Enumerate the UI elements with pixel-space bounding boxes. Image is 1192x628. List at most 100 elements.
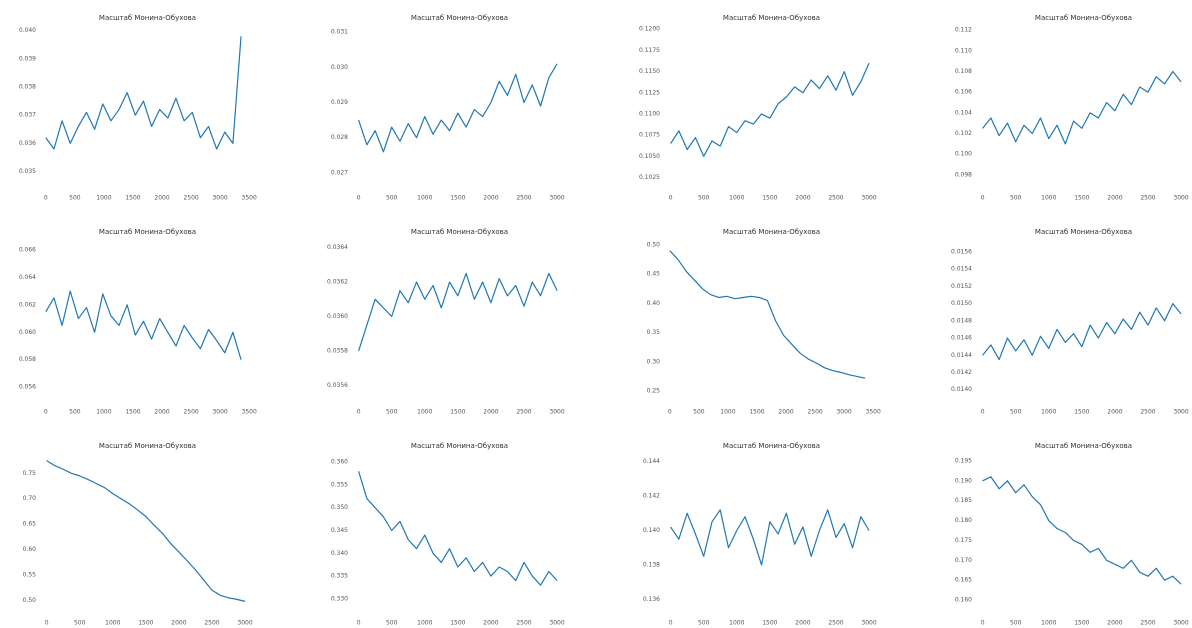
x-tick-label: 2500 <box>828 195 843 202</box>
x-tick-label: 500 <box>386 409 398 416</box>
x-tick-label: 0 <box>357 195 361 202</box>
y-tick-label: 0.142 <box>643 493 660 500</box>
chart-title: Масштаб Монина-Обухова <box>1035 442 1132 450</box>
y-tick-label: 0.112 <box>955 27 972 34</box>
x-tick-label: 2500 <box>1140 195 1155 202</box>
x-tick-label: 500 <box>693 409 705 416</box>
x-tick-label: 2000 <box>483 620 498 627</box>
x-tick-label: 500 <box>386 620 398 627</box>
y-tick-label: 0.175 <box>955 537 972 544</box>
y-tick-label: 0.136 <box>643 596 660 603</box>
x-tick-label: 2500 <box>807 409 822 416</box>
y-tick-label: 0.1200 <box>639 26 660 33</box>
x-tick-label: 2000 <box>154 409 169 416</box>
y-tick-label: 0.1100 <box>639 110 660 117</box>
line-chart: Масштаб Монина-Обухова 0.0356 0.0358 0.0360… <box>327 228 565 416</box>
x-tick-label: 1500 <box>450 409 465 416</box>
line-chart: Масштаб Монина-Обухова 0.098 0.100 0.102 0.1… <box>955 14 1189 202</box>
y-tick-label: 0.0364 <box>327 244 348 251</box>
x-tick-label: 1500 <box>138 620 153 627</box>
x-tick-label: 1000 <box>1041 195 1056 202</box>
y-tick-label: 0.1050 <box>639 153 660 160</box>
y-tick-label: 0.0142 <box>951 369 972 376</box>
x-tick-label: 2000 <box>154 195 169 202</box>
line-chart: Масштаб Монина-Обухова 0.0140 0.0142 0.0144… <box>951 228 1189 416</box>
chart-title: Масштаб Монина-Обухова <box>1035 14 1132 22</box>
x-tick-label: 500 <box>69 195 81 202</box>
data-line <box>982 70 1182 145</box>
y-tick-label: 0.355 <box>331 481 348 488</box>
x-tick-label: 2000 <box>1107 620 1122 627</box>
x-tick-label: 1500 <box>125 409 140 416</box>
data-line <box>670 62 870 157</box>
x-tick-label: 3000 <box>1173 620 1188 627</box>
y-tick-label: 0.106 <box>955 89 972 96</box>
y-tick-label: 0.110 <box>955 47 972 54</box>
x-tick-label: 3500 <box>242 195 257 202</box>
x-tick-label: 3500 <box>866 409 881 416</box>
y-tick-label: 0.030 <box>331 64 348 71</box>
x-tick-label: 500 <box>1010 620 1022 627</box>
x-tick-label: 500 <box>74 620 86 627</box>
x-tick-label: 1000 <box>1041 409 1056 416</box>
x-tick-label: 2500 <box>828 620 843 627</box>
x-tick-label: 0 <box>357 409 361 416</box>
data-line <box>982 476 1182 585</box>
chart-title: Масштаб Монина-Обухова <box>99 14 196 22</box>
x-tick-label: 3000 <box>549 195 564 202</box>
data-line <box>358 471 558 586</box>
y-tick-label: 0.036 <box>19 140 36 147</box>
y-tick-label: 0.55 <box>23 571 37 578</box>
x-tick-label: 1500 <box>125 195 140 202</box>
chart-title: Масштаб Монина-Обухова <box>1035 228 1132 236</box>
y-tick-label: 0.180 <box>955 517 972 524</box>
y-tick-label: 0.108 <box>955 68 972 75</box>
x-tick-label: 500 <box>1010 409 1022 416</box>
y-tick-label: 0.335 <box>331 573 348 580</box>
y-tick-label: 0.035 <box>19 168 36 175</box>
line-chart: Масштаб Монина-Обухова 0.50 0.55 0.60 0.65 0.… <box>23 442 253 627</box>
chart-title: Масштаб Монина-Обухова <box>411 14 508 22</box>
data-line <box>670 509 870 566</box>
y-tick-label: 0.0146 <box>951 335 972 342</box>
x-tick-label: 3000 <box>212 195 227 202</box>
x-tick-label: 1500 <box>749 409 764 416</box>
chart-title: Масштаб Монина-Обухова <box>723 14 820 22</box>
y-tick-label: 0.185 <box>955 497 972 504</box>
line-chart: Масштаб Монина-Обухова 0.035 0.036 0.037 0.0… <box>19 14 257 202</box>
y-tick-label: 0.50 <box>23 597 37 604</box>
y-tick-label: 0.062 <box>19 301 36 308</box>
x-tick-label: 0 <box>981 620 985 627</box>
y-tick-label: 0.340 <box>331 550 348 557</box>
y-tick-label: 0.165 <box>955 577 972 584</box>
y-tick-label: 0.138 <box>643 561 660 568</box>
chart-title: Масштаб Монина-Обухова <box>723 228 820 236</box>
x-tick-label: 1000 <box>417 620 432 627</box>
x-tick-label: 3000 <box>549 620 564 627</box>
y-tick-label: 0.75 <box>23 470 37 477</box>
line-chart: Масштаб Монина-Обухова 0.160 0.165 0.170 0.1… <box>955 442 1189 627</box>
x-tick-label: 1500 <box>450 620 465 627</box>
data-line <box>45 290 242 360</box>
y-tick-label: 0.40 <box>647 300 661 307</box>
line-chart: Масштаб Монина-Обухова 0.027 0.028 0.029 0.0… <box>331 14 565 202</box>
x-tick-label: 500 <box>69 409 81 416</box>
x-tick-label: 1000 <box>96 409 111 416</box>
y-tick-label: 0.039 <box>19 55 36 62</box>
x-tick-label: 500 <box>698 195 710 202</box>
y-tick-label: 0.144 <box>643 458 660 465</box>
x-tick-label: 0 <box>668 409 672 416</box>
y-tick-label: 0.190 <box>955 477 972 484</box>
y-tick-label: 0.1025 <box>639 174 660 181</box>
x-tick-label: 2500 <box>183 195 198 202</box>
x-tick-label: 0 <box>357 620 361 627</box>
data-line <box>45 36 242 150</box>
data-line <box>46 460 246 602</box>
y-tick-label: 0.0148 <box>951 317 972 324</box>
x-tick-label: 0 <box>981 409 985 416</box>
y-tick-label: 0.30 <box>647 358 661 365</box>
x-tick-label: 2000 <box>483 195 498 202</box>
chart-title: Масштаб Монина-Обухова <box>99 228 196 236</box>
x-tick-label: 500 <box>386 195 398 202</box>
